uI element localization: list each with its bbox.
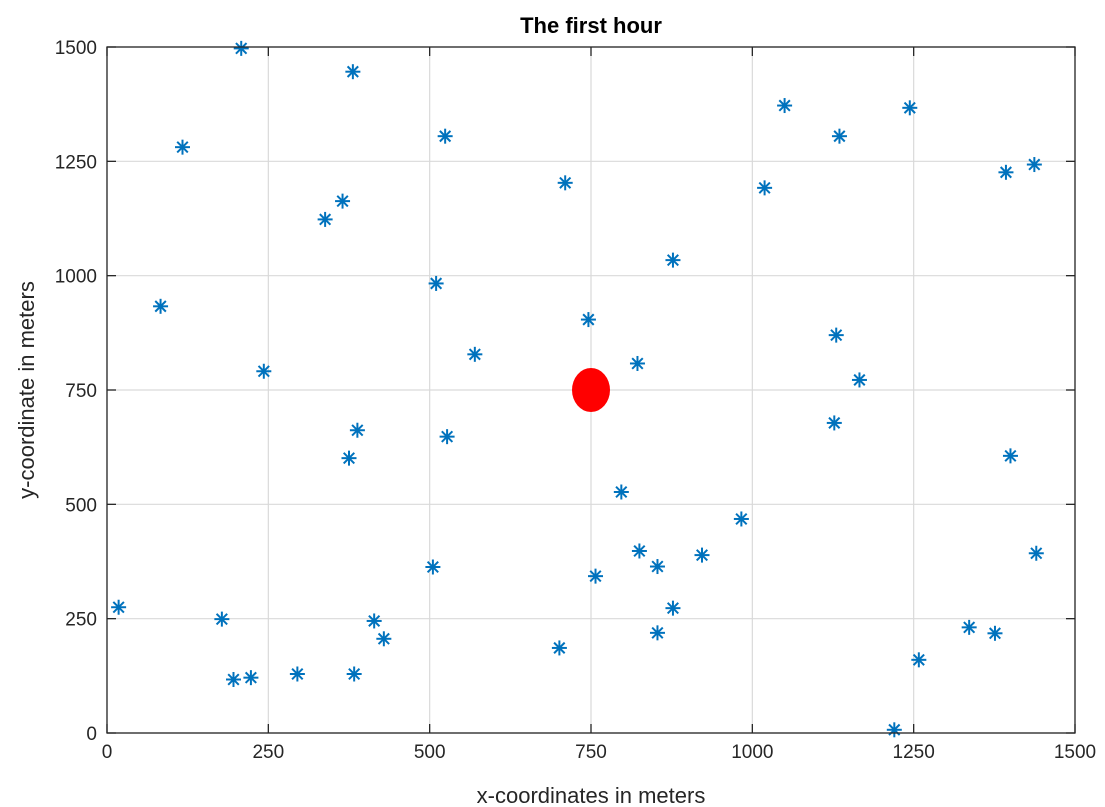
data-point bbox=[631, 543, 647, 559]
data-point bbox=[346, 666, 362, 682]
data-point bbox=[256, 363, 272, 379]
data-point bbox=[733, 511, 749, 527]
center-point bbox=[572, 368, 610, 412]
data-point bbox=[467, 346, 483, 362]
axis-ticks: 0 250 500 750 1000 1250 1500 0 250 500 750 1000 1250… bbox=[55, 38, 1096, 763]
data-point bbox=[317, 211, 333, 227]
data-point bbox=[214, 611, 230, 627]
data-point bbox=[428, 275, 444, 291]
data-point bbox=[243, 670, 259, 686]
data-point bbox=[902, 100, 918, 116]
data-point bbox=[649, 625, 665, 641]
data-point bbox=[694, 547, 710, 563]
y-tick-label: 250 bbox=[65, 610, 97, 631]
data-point bbox=[961, 619, 977, 635]
data-point bbox=[828, 327, 844, 343]
data-point bbox=[826, 415, 842, 431]
data-point bbox=[345, 64, 361, 80]
data-point bbox=[439, 429, 455, 445]
data-point bbox=[588, 568, 604, 584]
data-point bbox=[557, 175, 573, 191]
data-point bbox=[437, 128, 453, 144]
data-point bbox=[777, 98, 793, 114]
data-point bbox=[349, 422, 365, 438]
data-point bbox=[580, 312, 596, 328]
data-point bbox=[425, 559, 441, 575]
y-tick-label: 1500 bbox=[55, 38, 97, 59]
data-point bbox=[665, 600, 681, 616]
data-point bbox=[851, 372, 867, 388]
x-tick-label: 250 bbox=[252, 742, 284, 763]
y-tick-label: 1250 bbox=[55, 152, 97, 173]
data-point bbox=[757, 180, 773, 196]
data-point bbox=[233, 40, 249, 56]
x-tick-label: 1000 bbox=[731, 742, 773, 763]
data-point bbox=[629, 355, 645, 371]
data-point bbox=[886, 722, 902, 738]
data-point bbox=[366, 613, 382, 629]
data-point bbox=[613, 484, 629, 500]
x-tick-label: 500 bbox=[414, 742, 446, 763]
data-point bbox=[1028, 545, 1044, 561]
x-tick-label: 1500 bbox=[1054, 742, 1096, 763]
x-axis-label: x-coordinates in meters bbox=[477, 783, 706, 807]
data-point bbox=[665, 252, 681, 268]
data-point bbox=[289, 666, 305, 682]
data-point bbox=[1002, 448, 1018, 464]
data-point bbox=[987, 625, 1003, 641]
data-point bbox=[551, 640, 567, 656]
y-tick-label: 1000 bbox=[55, 267, 97, 288]
data-point bbox=[649, 559, 665, 575]
x-tick-label: 750 bbox=[575, 742, 607, 763]
x-tick-label: 0 bbox=[102, 742, 113, 763]
y-tick-label: 750 bbox=[65, 381, 97, 402]
y-tick-label: 500 bbox=[65, 495, 97, 516]
data-point bbox=[341, 450, 357, 466]
x-tick-label: 1250 bbox=[893, 742, 935, 763]
data-point bbox=[335, 193, 351, 209]
data-point bbox=[831, 128, 847, 144]
data-point bbox=[911, 652, 927, 668]
data-point bbox=[111, 599, 127, 615]
data-point bbox=[998, 164, 1014, 180]
data-point bbox=[175, 139, 191, 155]
data-point bbox=[376, 631, 392, 647]
data-point bbox=[1026, 157, 1042, 173]
y-tick-label: 0 bbox=[86, 724, 97, 745]
y-axis-label: y-coordinate in meters bbox=[14, 281, 39, 499]
data-point bbox=[225, 671, 241, 687]
chart-title: The first hour bbox=[520, 13, 662, 38]
data-point bbox=[153, 298, 169, 314]
data-points bbox=[111, 40, 1044, 738]
